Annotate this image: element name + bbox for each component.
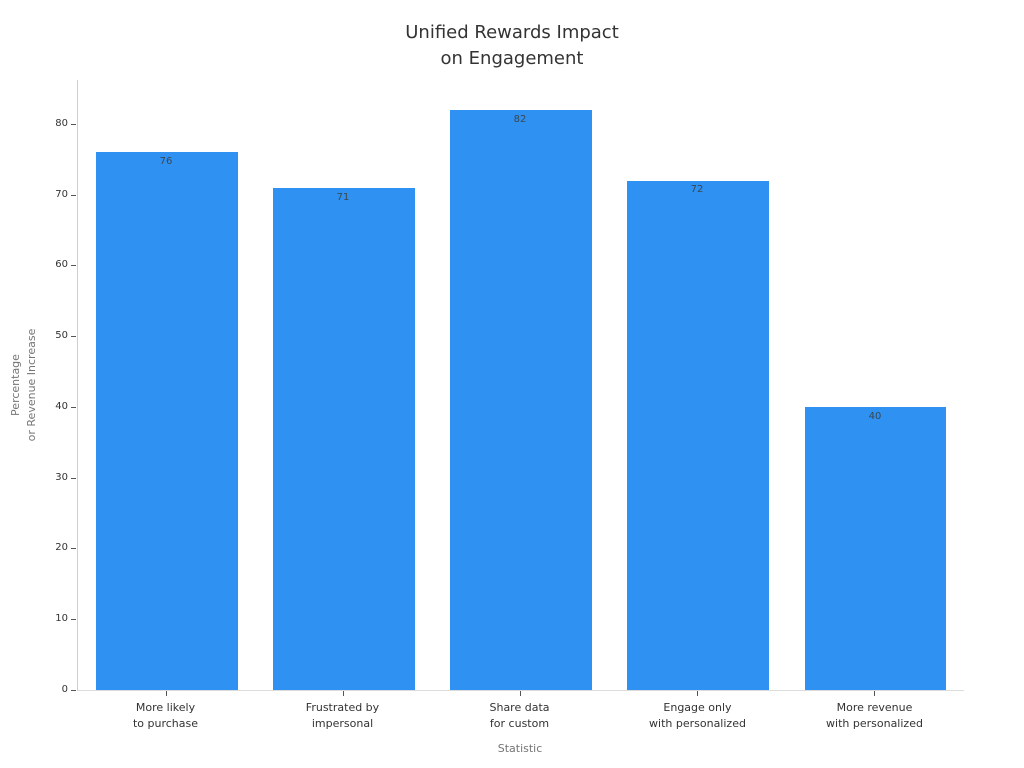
y-tick-label: 40 xyxy=(55,401,68,412)
x-tick-mark xyxy=(520,691,521,696)
bar-value-label: 72 xyxy=(690,184,704,195)
plot-area xyxy=(77,80,964,691)
x-tick-mark xyxy=(166,691,167,696)
bar-value-label: 71 xyxy=(336,192,350,203)
x-category-label: More revenue with personalized xyxy=(826,701,923,730)
y-tick-label: 10 xyxy=(55,613,68,624)
bar xyxy=(450,109,592,690)
chart-title: Unified Rewards Impact on Engagement xyxy=(405,22,619,69)
y-tick-mark xyxy=(71,619,76,620)
bar-value-label: 40 xyxy=(868,411,882,422)
y-tick-label: 70 xyxy=(55,189,68,200)
x-tick-mark xyxy=(697,691,698,696)
x-category-label: More likely to purchase xyxy=(132,701,199,730)
y-tick-mark xyxy=(71,265,76,266)
y-tick-label: 80 xyxy=(55,118,68,129)
bar-value-label: 76 xyxy=(159,156,173,167)
y-tick-label: 60 xyxy=(55,259,68,270)
y-axis-title: Percentage or Revenue Increase xyxy=(9,328,38,442)
y-tick-mark xyxy=(71,690,76,691)
bar xyxy=(627,180,770,690)
y-tick-mark xyxy=(71,478,76,479)
x-category-label: Engage only with personalized xyxy=(649,701,746,730)
x-category-label: Share data for custom xyxy=(489,701,550,730)
bar xyxy=(272,187,415,690)
y-tick-label: 50 xyxy=(55,330,68,341)
x-tick-mark xyxy=(874,691,875,696)
bar-value-label: 82 xyxy=(513,114,527,125)
bar xyxy=(804,406,947,690)
y-tick-mark xyxy=(71,195,76,196)
y-tick-mark xyxy=(71,124,76,125)
y-tick-label: 0 xyxy=(61,684,68,695)
x-axis-title: Statistic xyxy=(497,742,543,755)
y-tick-label: 30 xyxy=(55,472,68,483)
y-tick-mark xyxy=(71,548,76,549)
y-tick-mark xyxy=(71,407,76,408)
y-tick-mark xyxy=(71,336,76,337)
x-category-label: Frustrated by impersonal xyxy=(305,701,380,730)
x-tick-mark xyxy=(343,691,344,696)
y-tick-label: 20 xyxy=(55,542,68,553)
bar xyxy=(95,152,238,690)
